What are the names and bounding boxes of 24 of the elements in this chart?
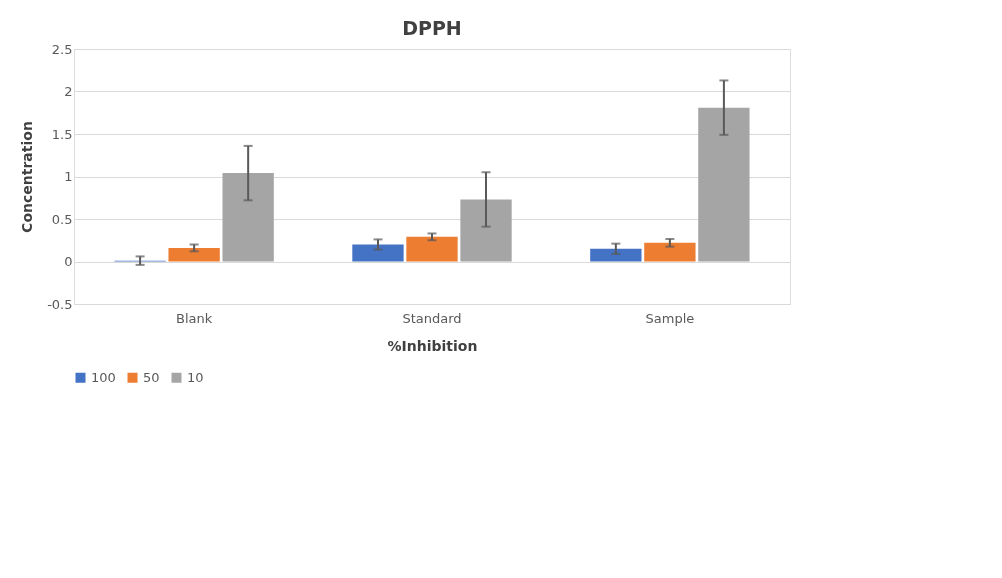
bar — [698, 107, 750, 262]
x-axis-title: %Inhibition — [387, 337, 478, 354]
bar — [222, 173, 274, 262]
bar — [460, 199, 512, 262]
x-tick-label: Blank — [175, 310, 213, 326]
y-tick-label: 1.5 — [51, 126, 73, 142]
y-tick-label: -0.5 — [47, 296, 73, 312]
bar — [406, 236, 458, 262]
y-tick-label: 0 — [64, 254, 73, 269]
bar — [352, 244, 404, 262]
y-tick-label: 0.5 — [51, 211, 73, 227]
bar — [590, 248, 642, 262]
y-tick-label: 2.5 — [51, 41, 73, 57]
legend-label: 100 — [91, 369, 116, 385]
legend-label: 10 — [187, 369, 204, 385]
bar — [644, 242, 696, 262]
y-tick-label: 1 — [64, 169, 73, 184]
y-tick-label: 2 — [64, 84, 73, 99]
legend-label: 50 — [143, 369, 160, 385]
y-axis-title: Concentration — [19, 121, 36, 233]
chart-title: DPPH — [402, 17, 462, 39]
x-tick-label: Sample — [645, 310, 695, 326]
x-tick-label: Standard — [402, 310, 462, 326]
bar — [168, 247, 220, 262]
